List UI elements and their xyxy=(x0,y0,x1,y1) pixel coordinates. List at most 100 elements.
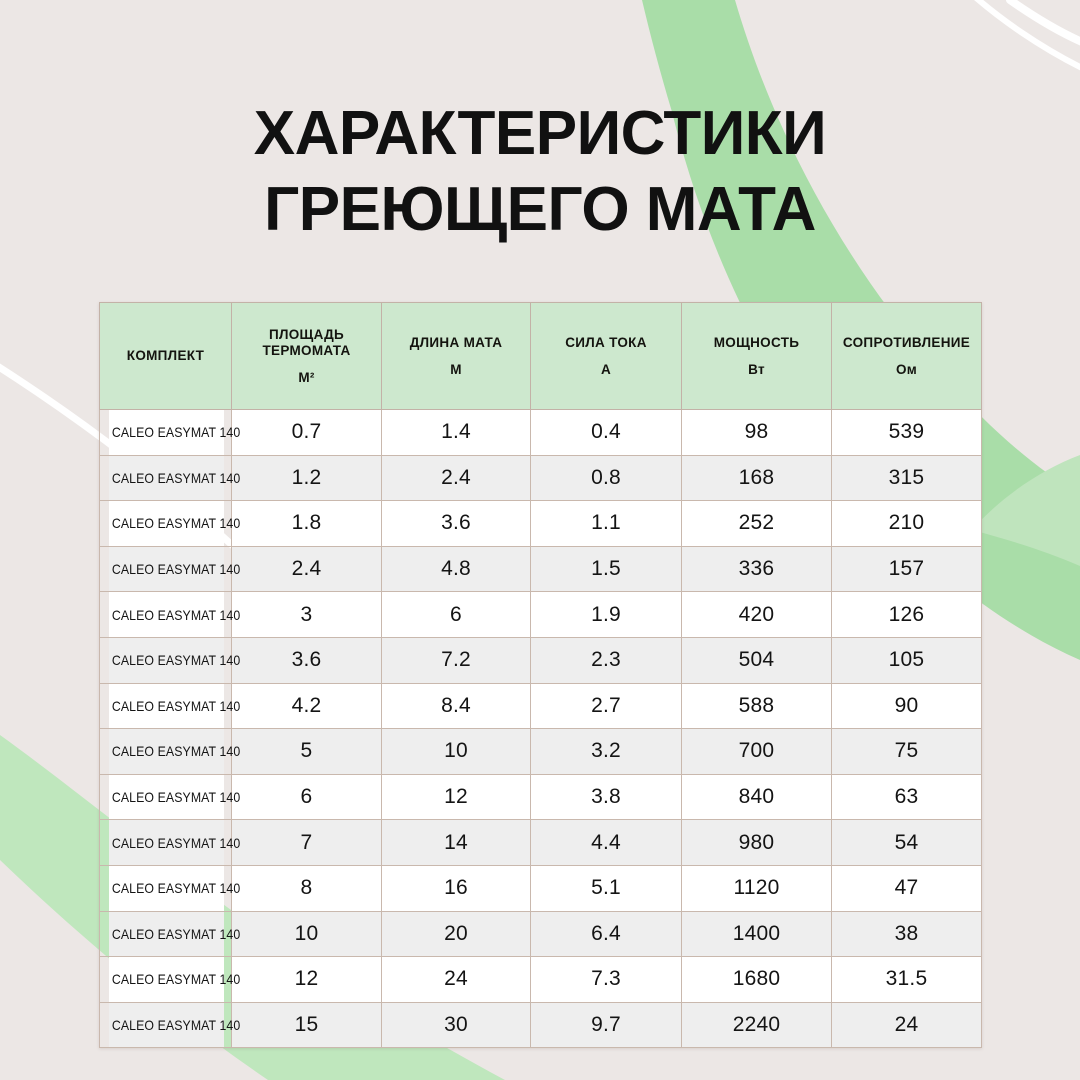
page-title: ХАРАКТЕРИСТИКИ ГРЕЮЩЕГО МАТА xyxy=(0,96,1080,248)
column-header-resistance: СОПРОТИВЛЕНИЕ Ом xyxy=(831,302,982,410)
cell-kit: CALEO EASYMAT 140 xyxy=(106,819,240,866)
cell-resistance: 90 xyxy=(831,682,982,730)
table-row: CALEO EASYMAT 140 7 14 4.4 980 54 xyxy=(100,819,982,866)
green-sliver-right xyxy=(972,455,1080,566)
cell-current: 1.1 xyxy=(530,500,682,547)
cell-kit: CALEO EASYMAT 140 xyxy=(106,864,240,912)
cell-length: 4.8 xyxy=(381,545,531,593)
cell-length: 8.4 xyxy=(381,682,531,730)
cell-power: 420 xyxy=(681,591,832,638)
cell-current: 1.9 xyxy=(530,591,682,638)
cell-power: 1400 xyxy=(681,910,832,958)
cell-power: 588 xyxy=(681,682,832,730)
cell-length: 14 xyxy=(381,819,531,866)
cell-current: 4.4 xyxy=(530,819,682,866)
column-header-current: СИЛА ТОКА А xyxy=(530,302,682,410)
column-header-power-label: МОЩНОСТЬ xyxy=(713,335,800,350)
cell-current: 7.3 xyxy=(530,956,682,1003)
cell-power: 336 xyxy=(681,545,832,593)
cell-kit: CALEO EASYMAT 140 xyxy=(106,409,240,456)
cell-power: 1680 xyxy=(681,956,832,1003)
cell-current: 2.3 xyxy=(530,636,682,684)
cell-resistance: 24 xyxy=(831,1001,982,1049)
table-row: CALEO EASYMAT 140 3 6 1.9 420 126 xyxy=(100,591,982,638)
cell-power: 168 xyxy=(681,454,832,502)
cell-kit: CALEO EASYMAT 140 xyxy=(106,1001,240,1049)
cell-current: 3.8 xyxy=(530,773,682,821)
column-header-kit-label: КОМПЛЕКТ xyxy=(126,348,205,364)
spec-table-container: КОМПЛЕКТ ПЛОЩАДЬ ТЕРМОМАТА М² ДЛИНА МАТА… xyxy=(99,302,982,1049)
column-header-length: ДЛИНА МАТА М xyxy=(381,302,531,410)
specifications-table: КОМПЛЕКТ ПЛОЩАДЬ ТЕРМОМАТА М² ДЛИНА МАТА… xyxy=(99,302,982,1049)
table-row: CALEO EASYMAT 140 15 30 9.7 2240 24 xyxy=(100,1001,982,1049)
cell-length: 10 xyxy=(381,728,531,775)
column-header-area-label: ПЛОЩАДЬ ТЕРМОМАТА xyxy=(262,326,351,359)
cell-area: 5 xyxy=(231,728,382,775)
cell-resistance: 210 xyxy=(831,500,982,547)
cell-current: 0.8 xyxy=(530,454,682,502)
cell-kit: CALEO EASYMAT 140 xyxy=(106,773,240,821)
cell-kit: CALEO EASYMAT 140 xyxy=(106,956,240,1003)
column-header-current-unit: А xyxy=(600,361,612,377)
cell-power: 252 xyxy=(681,500,832,547)
table-row: CALEO EASYMAT 140 1.8 3.6 1.1 252 210 xyxy=(100,500,982,547)
cell-current: 5.1 xyxy=(530,864,682,912)
cell-length: 2.4 xyxy=(381,454,531,502)
cell-area: 15 xyxy=(231,1001,382,1049)
table-row: CALEO EASYMAT 140 5 10 3.2 700 75 xyxy=(100,728,982,775)
column-header-length-label: ДЛИНА МАТА xyxy=(409,335,503,350)
column-header-area-unit: М² xyxy=(298,369,315,385)
cell-kit: CALEO EASYMAT 140 xyxy=(106,728,240,775)
column-header-length-unit: М xyxy=(450,361,462,377)
cell-resistance: 63 xyxy=(831,773,982,821)
cell-kit: CALEO EASYMAT 140 xyxy=(106,454,240,502)
cell-area: 3 xyxy=(231,591,382,638)
column-header-area: ПЛОЩАДЬ ТЕРМОМАТА М² xyxy=(231,302,382,410)
column-header-resistance-unit: Ом xyxy=(895,361,918,377)
cell-resistance: 54 xyxy=(831,819,982,866)
table-header-row: КОМПЛЕКТ ПЛОЩАДЬ ТЕРМОМАТА М² ДЛИНА МАТА… xyxy=(99,302,982,410)
cell-power: 700 xyxy=(681,728,832,775)
table-row: CALEO EASYMAT 140 8 16 5.1 1120 47 xyxy=(100,864,982,912)
cell-length: 1.4 xyxy=(381,409,531,456)
cell-area: 6 xyxy=(231,773,382,821)
cell-area: 4.2 xyxy=(231,682,382,730)
cell-kit: CALEO EASYMAT 140 xyxy=(106,910,240,958)
cell-kit: CALEO EASYMAT 140 xyxy=(106,545,240,593)
cell-current: 2.7 xyxy=(530,682,682,730)
table-row: CALEO EASYMAT 140 3.6 7.2 2.3 504 105 xyxy=(100,636,982,684)
cell-area: 7 xyxy=(231,819,382,866)
table-header: КОМПЛЕКТ ПЛОЩАДЬ ТЕРМОМАТА М² ДЛИНА МАТА… xyxy=(99,302,982,410)
cell-current: 3.2 xyxy=(530,728,682,775)
title-line-2: ГРЕЮЩЕГО МАТА xyxy=(264,175,816,244)
cell-length: 3.6 xyxy=(381,500,531,547)
cell-power: 840 xyxy=(681,773,832,821)
cell-resistance: 75 xyxy=(831,728,982,775)
cell-resistance: 31.5 xyxy=(831,956,982,1003)
cell-resistance: 315 xyxy=(831,454,982,502)
cell-current: 0.4 xyxy=(530,409,682,456)
table-row: CALEO EASYMAT 140 1.2 2.4 0.8 168 315 xyxy=(100,454,982,502)
cell-resistance: 105 xyxy=(831,636,982,684)
cell-resistance: 47 xyxy=(831,864,982,912)
title-line-1: ХАРАКТЕРИСТИКИ xyxy=(253,99,827,168)
cell-resistance: 126 xyxy=(831,591,982,638)
cell-length: 24 xyxy=(381,956,531,1003)
cell-resistance: 539 xyxy=(831,409,982,456)
cell-current: 9.7 xyxy=(530,1001,682,1049)
cell-length: 20 xyxy=(381,910,531,958)
cell-kit: CALEO EASYMAT 140 xyxy=(106,500,240,547)
cell-area: 1.8 xyxy=(231,500,382,547)
white-curve-top-right-2 xyxy=(974,0,1080,71)
column-header-power: МОЩНОСТЬ Вт xyxy=(681,302,832,410)
table-body: CALEO EASYMAT 140 0.7 1.4 0.4 98 539 CALEO EAS… xyxy=(100,409,982,1049)
column-header-kit: КОМПЛЕКТ xyxy=(99,302,232,410)
cell-power: 98 xyxy=(681,409,832,456)
cell-current: 6.4 xyxy=(530,910,682,958)
table-row: CALEO EASYMAT 140 12 24 7.3 1680 31.5 xyxy=(100,956,982,1003)
cell-length: 16 xyxy=(381,864,531,912)
cell-power: 2240 xyxy=(681,1001,832,1049)
cell-area: 0.7 xyxy=(231,409,382,456)
cell-kit: CALEO EASYMAT 140 xyxy=(106,636,240,684)
